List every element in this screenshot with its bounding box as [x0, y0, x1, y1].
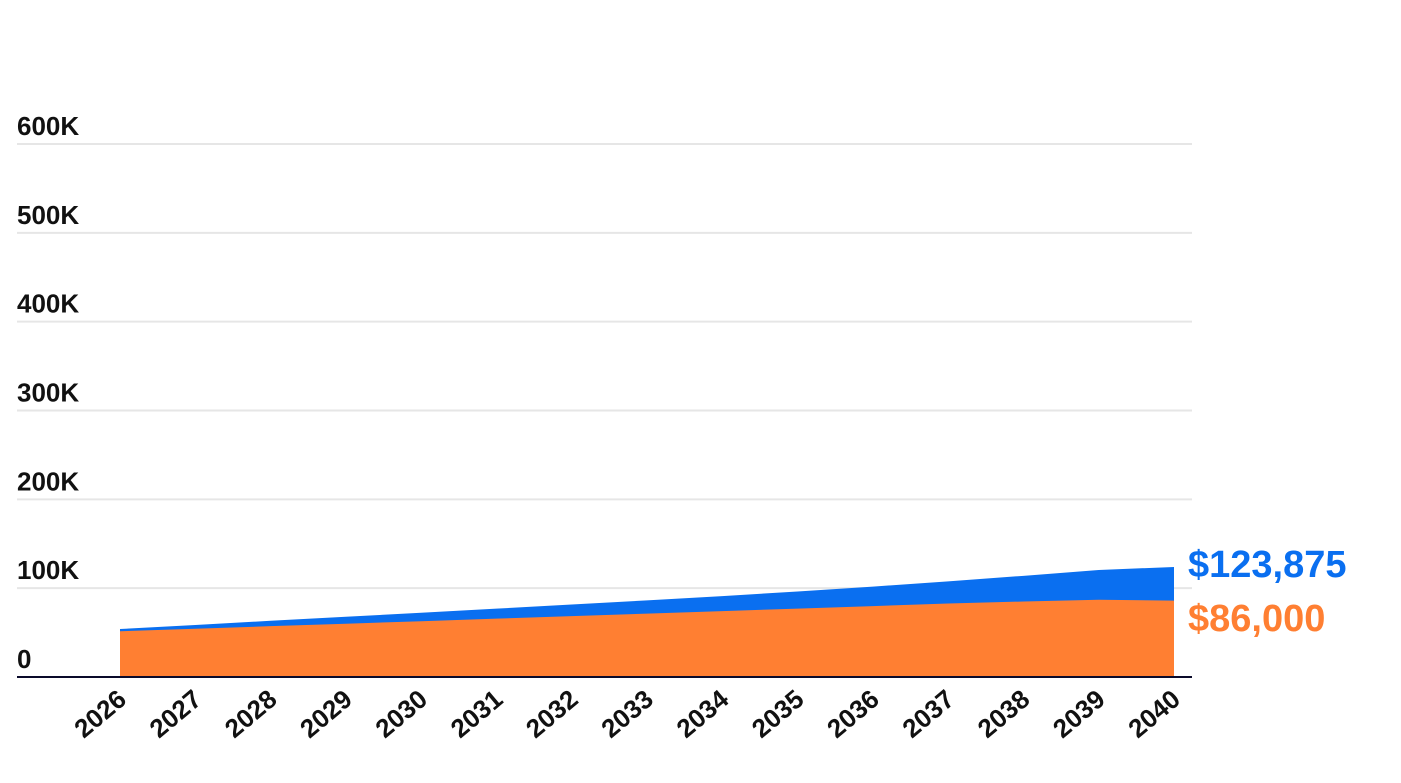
x-tick-label: 2034: [671, 683, 735, 744]
series-areas: [120, 566, 1174, 677]
x-tick-label: 2037: [896, 684, 960, 744]
x-axis-ticks: 2026 2027 2028 2029 2030 2031 2032 2033 2034 2035…: [68, 683, 1186, 744]
x-tick-label: 2036: [821, 684, 885, 744]
y-tick-label: 200K: [17, 466, 79, 496]
end-label-blue: $123,875: [1188, 544, 1347, 586]
x-tick-label: 2038: [972, 684, 1036, 744]
y-tick-label: 300K: [17, 378, 79, 408]
y-axis-ticks: 0 100K 200K 300K 400K 500K 600K: [17, 111, 79, 674]
x-tick-label: 2032: [520, 684, 584, 744]
x-tick-label: 2040: [1122, 684, 1186, 744]
x-tick-label: 2029: [294, 684, 358, 744]
x-tick-label: 2033: [595, 684, 659, 744]
x-tick-label: 2027: [144, 684, 208, 744]
area-series-orange: [120, 599, 1174, 677]
x-tick-label: 2028: [219, 684, 283, 744]
y-tick-label: 0: [17, 644, 31, 674]
end-value-labels: $123,875 $86,000: [1188, 544, 1347, 640]
y-tick-label: 400K: [17, 289, 79, 319]
x-tick-label: 2030: [369, 684, 433, 744]
end-label-orange: $86,000: [1188, 598, 1325, 640]
x-tick-label: 2039: [1047, 684, 1111, 744]
x-tick-label: 2035: [746, 684, 810, 744]
x-tick-label: 2031: [445, 684, 509, 744]
y-tick-label: 500K: [17, 200, 79, 230]
x-tick-label: 2026: [68, 684, 132, 744]
gridlines: [17, 143, 1192, 590]
y-tick-label: 100K: [17, 555, 79, 585]
y-tick-label: 600K: [17, 111, 79, 141]
